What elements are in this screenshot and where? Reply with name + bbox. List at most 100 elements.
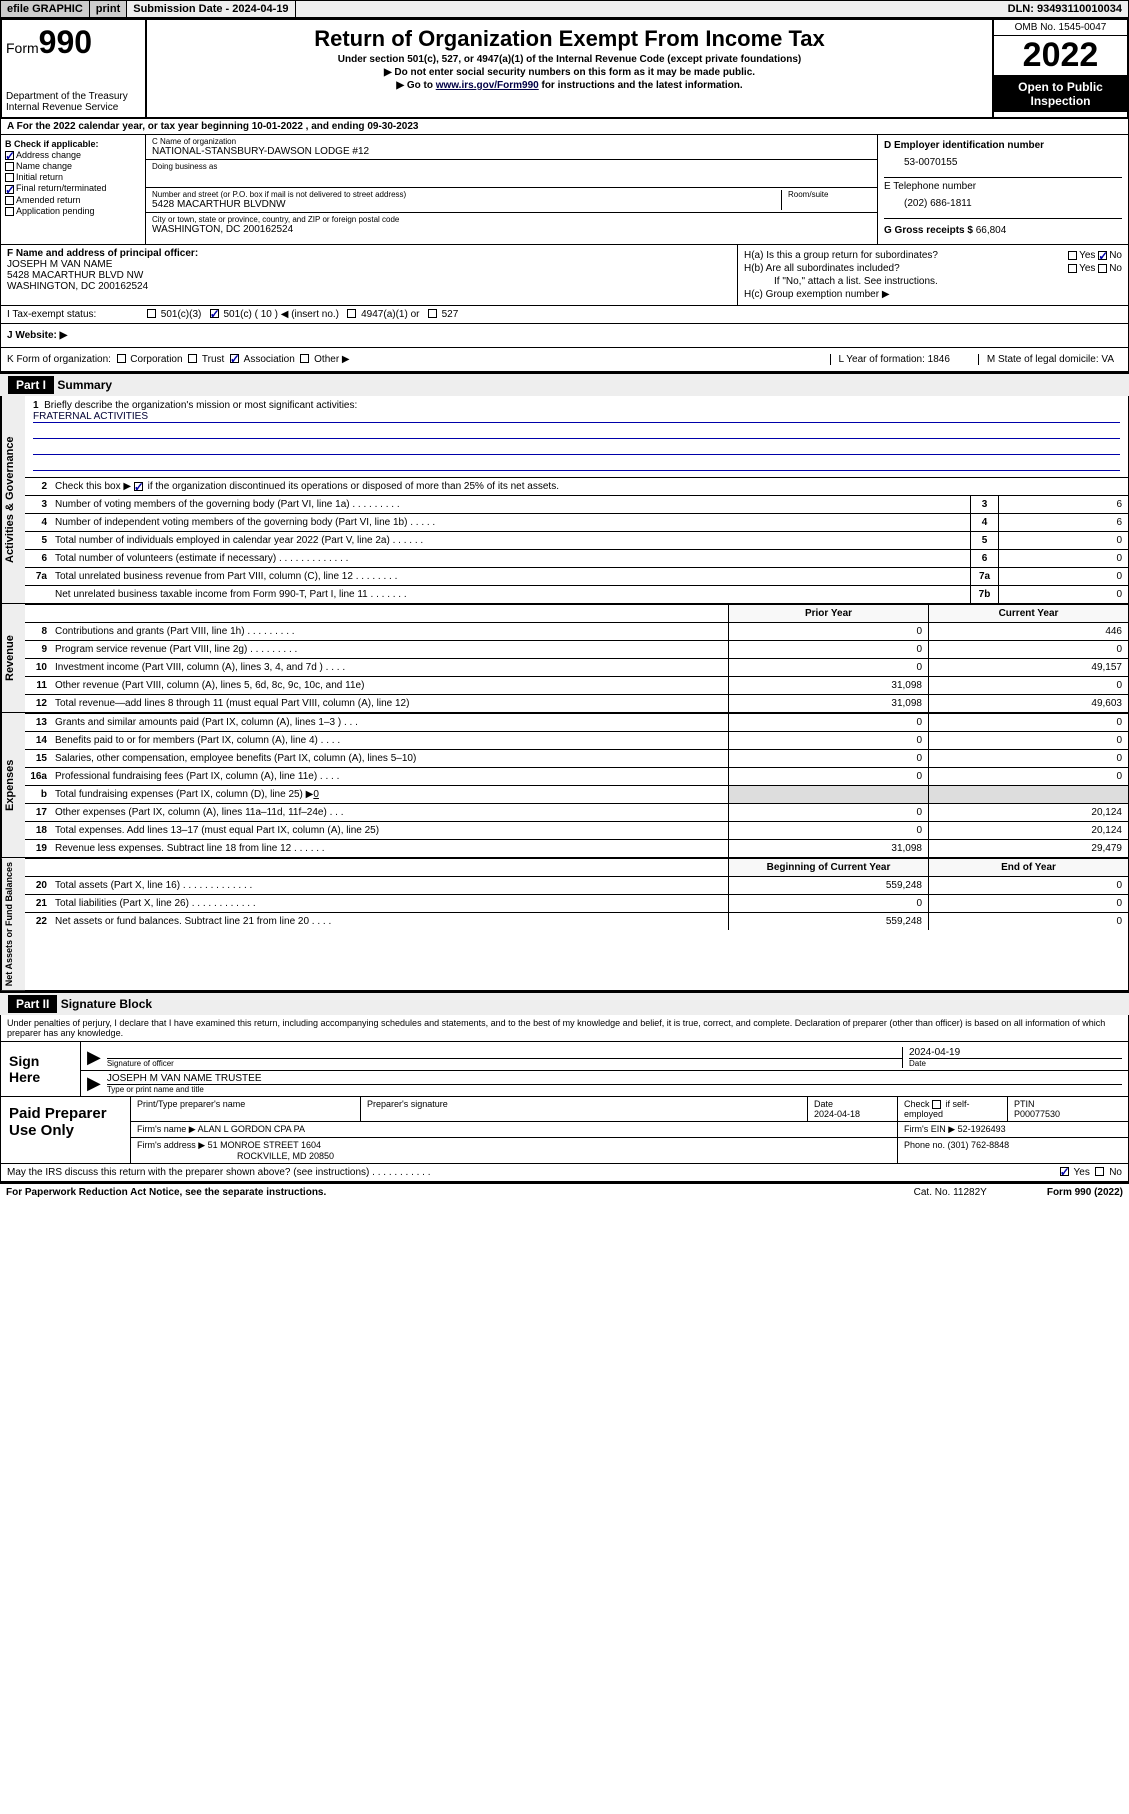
- l8-curr: 446: [928, 623, 1128, 640]
- revenue-section: Revenue Prior YearCurrent Year 8Contribu…: [1, 603, 1128, 712]
- form-ref: Form 990 (2022): [1047, 1187, 1123, 1198]
- arrow-icon: ▶: [87, 1047, 101, 1068]
- l10-text: Investment income (Part VIII, column (A)…: [51, 660, 728, 675]
- page-footer: For Paperwork Reduction Act Notice, see …: [0, 1182, 1129, 1201]
- l12-text: Total revenue—add lines 8 through 11 (mu…: [51, 696, 728, 711]
- hb-label: H(b) Are all subordinates included?: [744, 263, 900, 274]
- line-3: 3Number of voting members of the governi…: [25, 495, 1128, 513]
- l13-prior: 0: [728, 714, 928, 731]
- declaration-text: Under penalties of perjury, I declare th…: [1, 1015, 1128, 1041]
- phone-label: Phone no.: [904, 1140, 948, 1150]
- vtab-net: Net Assets or Fund Balances: [1, 858, 25, 990]
- h-b: H(b) Are all subordinates included? Yes …: [744, 263, 1122, 274]
- checkbox-icon: [428, 309, 437, 318]
- net-section: Net Assets or Fund Balances Beginning of…: [1, 857, 1128, 990]
- prep-sig-label: Preparer's signature: [361, 1097, 808, 1121]
- vtab-expenses: Expenses: [1, 713, 25, 857]
- officer-sig-row: ▶ Signature of officer 2024-04-19Date: [81, 1042, 1128, 1071]
- l21-text: Total liabilities (Part X, line 26) . . …: [51, 896, 728, 911]
- department: Department of the Treasury Internal Reve…: [6, 91, 141, 113]
- gross-value: 66,804: [976, 225, 1007, 236]
- l18-text: Total expenses. Add lines 13–17 (must eq…: [51, 823, 728, 838]
- l6-text: Total number of volunteers (estimate if …: [51, 551, 970, 566]
- f-label: F Name and address of principal officer:: [7, 248, 731, 259]
- city-label: City or town, state or province, country…: [152, 215, 871, 224]
- pending-label: Application pending: [16, 206, 95, 216]
- l11-text: Other revenue (Part VIII, column (A), li…: [51, 678, 728, 693]
- gross-label: G Gross receipts $: [884, 225, 976, 236]
- final-label: Final return/terminated: [16, 183, 107, 193]
- may-text: May the IRS discuss this return with the…: [7, 1167, 1060, 1178]
- k-label: K Form of organization:: [7, 354, 111, 365]
- line-15: 15Salaries, other compensation, employee…: [25, 749, 1128, 767]
- l14-curr: 0: [928, 732, 1128, 749]
- tel-block: E Telephone number (202) 686-1811: [884, 178, 1122, 219]
- header-mid: Return of Organization Exempt From Incom…: [147, 20, 992, 117]
- part-2-title: Signature Block: [61, 997, 152, 1011]
- net-col-headers: Beginning of Current YearEnd of Year: [25, 858, 1128, 876]
- k-corp: Corporation: [130, 354, 182, 365]
- gross-block: G Gross receipts $ 66,804: [884, 219, 1122, 242]
- omb-number: OMB No. 1545-0047: [994, 20, 1127, 36]
- checkbox-icon: [300, 354, 309, 363]
- line-11: 11Other revenue (Part VIII, column (A), …: [25, 676, 1128, 694]
- preparer-row: Paid Preparer Use Only Print/Type prepar…: [1, 1096, 1128, 1163]
- firm-name-row: Firm's name ▶ ALAN L GORDON CPA PA Firm'…: [131, 1122, 1128, 1138]
- blank-line: [33, 457, 1120, 471]
- l2-pre: Check this box ▶: [55, 481, 134, 492]
- i-527: 527: [442, 309, 459, 320]
- street-value: 5428 MACARTHUR BLVDNW: [152, 199, 781, 210]
- sig-officer-label: Signature of officer: [107, 1058, 902, 1068]
- line-7a: 7aTotal unrelated business revenue from …: [25, 567, 1128, 585]
- officer-name: JOSEPH M VAN NAME: [7, 259, 731, 270]
- l5-val: 0: [998, 532, 1128, 549]
- l7b-text: Net unrelated business taxable income fr…: [51, 587, 970, 602]
- i-501c: 501(c) ( 10 ) ◀ (insert no.): [223, 309, 339, 320]
- efile-label: efile GRAPHIC: [1, 1, 90, 17]
- l11-curr: 0: [928, 677, 1128, 694]
- prep-date-label: Date: [814, 1099, 891, 1109]
- name-change-label: Name change: [16, 161, 72, 171]
- vtab-governance: Activities & Governance: [1, 396, 25, 603]
- firm-addr-row: Firm's address ▶ 51 MONROE STREET 1604RO…: [131, 1138, 1128, 1163]
- blank-line: [33, 441, 1120, 455]
- may-yes: Yes: [1074, 1167, 1090, 1178]
- col-d: D Employer identification number 53-0070…: [878, 135, 1128, 244]
- l20-prior: 559,248: [728, 877, 928, 894]
- l16a-text: Professional fundraising fees (Part IX, …: [51, 769, 728, 784]
- checkbox-icon: [188, 354, 197, 363]
- checkbox-icon: [117, 354, 126, 363]
- checkbox-icon: [147, 309, 156, 318]
- instructions-link[interactable]: www.irs.gov/Form990: [436, 80, 539, 91]
- submission-date: Submission Date - 2024-04-19: [127, 1, 295, 17]
- dba-field: Doing business as: [146, 160, 877, 188]
- l18-prior: 0: [728, 822, 928, 839]
- print-button[interactable]: print: [90, 1, 127, 17]
- tax-year: 2022: [994, 36, 1127, 76]
- l22-curr: 0: [928, 913, 1128, 930]
- line-17: 17Other expenses (Part IX, column (A), l…: [25, 803, 1128, 821]
- col-c: C Name of organization NATIONAL-STANSBUR…: [146, 135, 878, 244]
- l4-val: 6: [998, 514, 1128, 531]
- l11-prior: 31,098: [728, 677, 928, 694]
- firm-name-label: Firm's name ▶: [137, 1124, 198, 1134]
- line-13: 13Grants and similar amounts paid (Part …: [25, 713, 1128, 731]
- l20-curr: 0: [928, 877, 1128, 894]
- room-label: Room/suite: [788, 190, 871, 199]
- org-name-label: C Name of organization: [152, 137, 871, 146]
- part-1-badge: Part I: [8, 376, 54, 394]
- may-discuss-row: May the IRS discuss this return with the…: [1, 1163, 1128, 1181]
- l3-text: Number of voting members of the governin…: [51, 497, 970, 512]
- k-year-label: L Year of formation:: [839, 354, 928, 365]
- line-20: 20Total assets (Part X, line 16) . . . .…: [25, 876, 1128, 894]
- sign-here-row: Sign Here ▶ Signature of officer 2024-04…: [1, 1041, 1128, 1096]
- k-right: L Year of formation: 1846 M State of leg…: [830, 354, 1123, 365]
- dln-label: DLN:: [1008, 3, 1037, 15]
- line-22: 22Net assets or fund balances. Subtract …: [25, 912, 1128, 930]
- l9-curr: 0: [928, 641, 1128, 658]
- l13-text: Grants and similar amounts paid (Part IX…: [51, 715, 728, 730]
- officer-addr2: WASHINGTON, DC 200162524: [7, 281, 731, 292]
- hc-label: H(c) Group exemption number ▶: [744, 289, 1122, 300]
- section-f-h: F Name and address of principal officer:…: [0, 245, 1129, 306]
- line-12: 12Total revenue—add lines 8 through 11 (…: [25, 694, 1128, 712]
